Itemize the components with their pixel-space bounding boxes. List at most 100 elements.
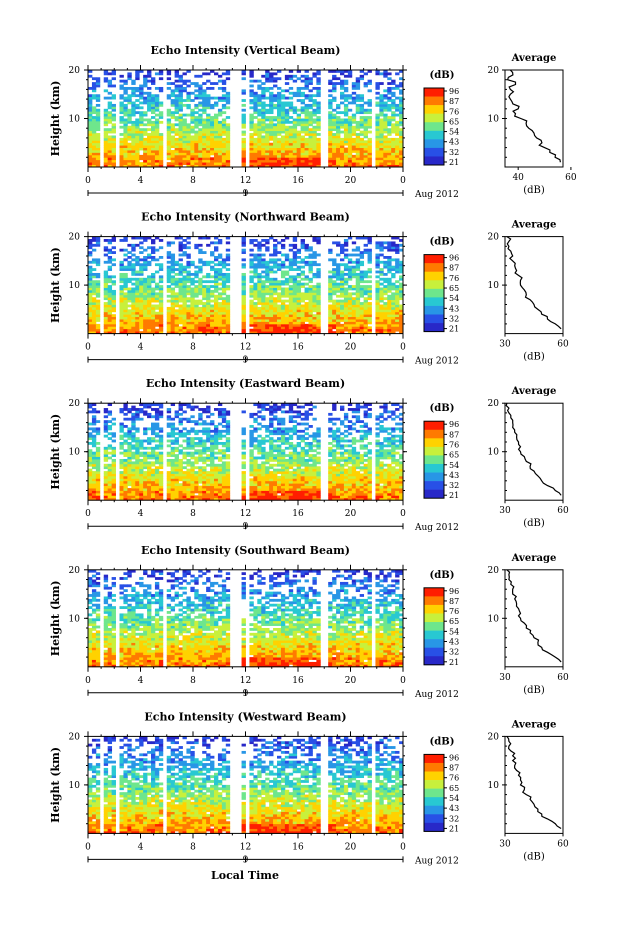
heatmap-cell (273, 99, 278, 102)
heatmap-cell (300, 108, 305, 112)
heatmap-cell (217, 96, 223, 100)
heatmap-cell (190, 297, 195, 301)
heatmap-cell (127, 162, 132, 165)
heatmap-cell (158, 309, 164, 313)
heatmap-cell (292, 125, 298, 129)
heatmap-cell (328, 82, 333, 85)
heatmap-cell (214, 309, 219, 313)
heatmap-cell (198, 331, 203, 335)
heatmap-cell (296, 326, 302, 330)
heatmap-cell (265, 326, 270, 330)
heatmap-cell (312, 297, 317, 301)
heatmap-cell (221, 94, 227, 98)
heatmap-cell (154, 410, 160, 414)
heatmap-cell (273, 118, 278, 122)
heatmap-cell (147, 485, 152, 489)
heatmap-cell (123, 140, 128, 144)
heatmap-cell (280, 253, 286, 257)
heatmap-cell (88, 86, 93, 90)
heatmap-cell (328, 89, 333, 93)
heatmap-cell (304, 289, 309, 293)
heatmap-cell (269, 164, 274, 168)
heatmap-cell (91, 84, 97, 88)
heatmap-cell (253, 162, 258, 165)
heatmap-cell (166, 434, 172, 438)
heatmap-cell (328, 70, 333, 73)
heatmap-cell (399, 101, 404, 105)
heatmap-cell (178, 142, 183, 146)
heatmap-cell (198, 306, 203, 310)
heatmap-cell (198, 277, 203, 281)
heatmap-cell (123, 236, 128, 240)
heatmap-cell (103, 157, 109, 161)
heatmap-cell (332, 128, 337, 132)
heatmap-cell (391, 282, 396, 286)
heatmap-cell (292, 263, 298, 267)
heatmap-cell (107, 478, 113, 482)
heatmap-cell (182, 309, 187, 313)
heatmap-cell (202, 123, 207, 127)
heatmap-cell (139, 302, 144, 305)
heatmap-cell (367, 140, 372, 144)
heatmap-cell (158, 316, 164, 320)
heatmap-cell (387, 106, 392, 110)
heatmap-cell (198, 162, 203, 165)
heatmap-cell (347, 120, 353, 124)
heatmap-cell (147, 152, 152, 156)
heatmap-cell (249, 299, 254, 303)
heatmap-cell (170, 328, 176, 332)
heatmap-cell (139, 314, 144, 318)
heatmap-cell (347, 142, 353, 146)
heatmap-cell (151, 125, 156, 129)
heatmap-cell (249, 241, 254, 245)
heatmap-cell (273, 152, 278, 156)
heatmap-cell (127, 456, 132, 460)
heatmap-cell (261, 137, 266, 141)
heatmap-cell (119, 116, 124, 119)
heatmap-cell (304, 328, 309, 332)
heatmap-cell (151, 147, 156, 151)
heatmap-cell (395, 154, 400, 158)
heatmap-cell (127, 135, 132, 139)
heatmap-cell (154, 162, 160, 165)
heatmap-cell (88, 246, 93, 250)
heatmap-cell (399, 145, 404, 148)
heatmap-cell (135, 86, 140, 90)
heatmap-cell (158, 304, 164, 308)
colorbar-swatch (424, 297, 444, 307)
heatmap-cell (143, 405, 148, 409)
heatmap-cell (379, 154, 384, 158)
heatmap-cell (284, 135, 290, 139)
heatmap-cell (91, 289, 97, 293)
heatmap-cell (127, 309, 132, 313)
heatmap-cell (154, 328, 160, 332)
heatmap-cell (375, 142, 380, 146)
heatmap-cell (288, 159, 294, 163)
heatmap-cell (375, 91, 380, 95)
heatmap-cell (308, 133, 313, 136)
heatmap-cell (135, 492, 140, 496)
heatmap-cell (391, 326, 396, 330)
heatmap-cell (328, 297, 333, 301)
heatmap-cell (174, 79, 179, 83)
heatmap-cell (91, 297, 97, 301)
heatmap-cell (328, 294, 333, 298)
heatmap-cell (391, 292, 396, 296)
heatmap-cell (221, 111, 227, 115)
heatmap-cell (198, 116, 203, 119)
heatmap-cell (214, 118, 219, 122)
heatmap-cell (123, 79, 128, 83)
heatmap-cell (300, 130, 305, 134)
heatmap-cell (151, 241, 156, 245)
heatmap-cell (391, 79, 396, 83)
heatmap-cell (284, 287, 290, 291)
heatmap-cell (123, 495, 128, 499)
heatmap-cell (95, 241, 101, 245)
heatmap-cell (269, 268, 274, 271)
heatmap-cell (143, 432, 148, 436)
heatmap-cell (347, 316, 353, 320)
heatmap-cell (288, 268, 294, 271)
heatmap-cell (347, 154, 353, 158)
date-label: Aug 2012 (414, 357, 459, 367)
heatmap-cell (300, 140, 305, 144)
